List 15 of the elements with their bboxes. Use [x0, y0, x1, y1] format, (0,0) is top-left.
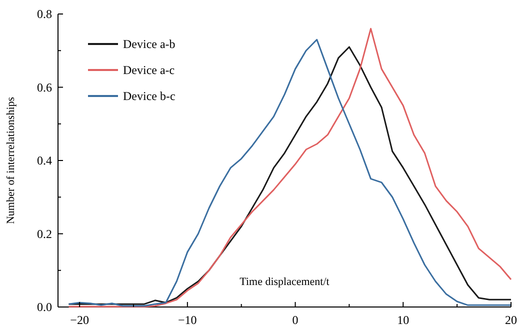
x-tick-label: 10	[397, 313, 410, 327]
x-tick-label: −10	[178, 313, 197, 327]
y-axis-title: Number of interrelationships	[5, 96, 17, 224]
y-tick-label: 0.2	[37, 226, 52, 241]
legend-label: Device b-c	[123, 89, 176, 103]
x-tick-label: 0	[292, 313, 298, 327]
y-tick-label: 0.6	[37, 80, 52, 94]
x-tick-label: −20	[70, 313, 89, 327]
x-axis-title: Time displacement/t	[240, 276, 330, 288]
legend-label: Device a-b	[123, 37, 176, 51]
y-tick-label: 0.8	[37, 7, 52, 21]
legend-label: Device a-c	[123, 63, 175, 77]
x-tick-label: 20	[505, 313, 517, 327]
y-tick-label: 0.4	[37, 154, 52, 168]
y-tick-label: 0.0	[37, 300, 52, 314]
